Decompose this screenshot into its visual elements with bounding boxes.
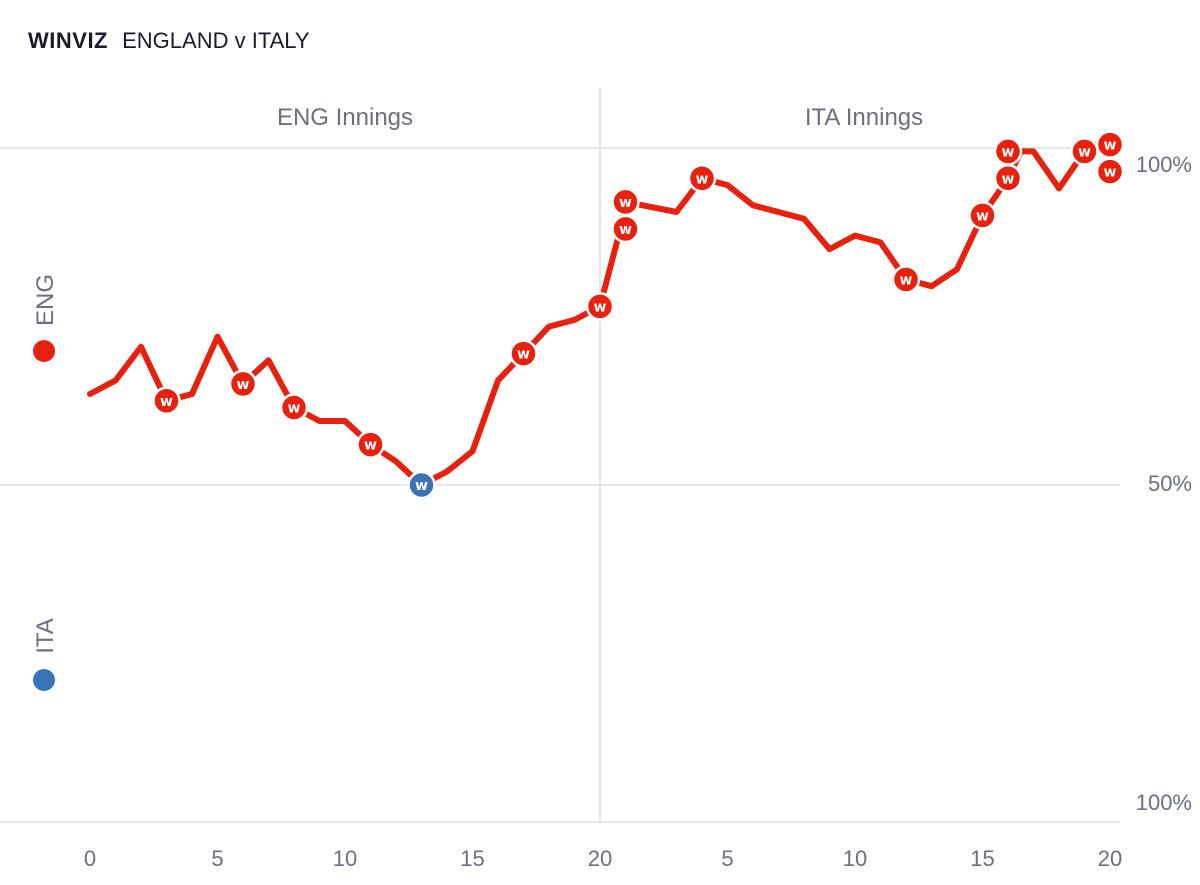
wicket-circle xyxy=(509,339,538,368)
match-title: ENGLAND v ITALY xyxy=(122,28,310,53)
wicket-marker: w xyxy=(687,164,717,193)
y-tick-label: 100% xyxy=(1136,152,1192,177)
wicket-marker: w xyxy=(356,430,385,459)
wicket-marker: w xyxy=(279,393,309,422)
wicket-circle xyxy=(228,369,258,399)
chart-grid xyxy=(0,88,1120,823)
wicket-label: w xyxy=(1002,144,1015,160)
y-tick-label: 100% xyxy=(1136,790,1192,815)
wicket-marker: w xyxy=(968,201,997,230)
wicket-marker: w xyxy=(509,339,538,368)
wicket-label: w xyxy=(976,208,989,224)
chart-header: WINVIZ ENGLAND v ITALY xyxy=(28,28,310,54)
wicket-marker: w xyxy=(228,369,258,399)
wicket-marker: w xyxy=(152,386,181,416)
wicket-circle xyxy=(1095,157,1125,186)
team-dot xyxy=(33,340,55,362)
wicket-label: w xyxy=(517,347,530,363)
wicket-marker: w xyxy=(1095,130,1125,159)
wicket-marker: w xyxy=(407,470,436,500)
wicket-marker: w xyxy=(1070,137,1099,166)
wicket-marker: w xyxy=(611,187,640,217)
wicket-circle xyxy=(152,386,181,416)
wicket-label: w xyxy=(1104,165,1117,181)
wicket-circle xyxy=(585,292,615,321)
wicket-marker: w xyxy=(585,292,615,321)
x-tick-label: 15 xyxy=(970,846,994,871)
x-tick-label: 20 xyxy=(588,846,612,871)
wicket-label: w xyxy=(619,195,632,211)
wicket-label: w xyxy=(415,478,428,494)
wicket-marker: w xyxy=(891,265,921,294)
wicket-circle xyxy=(687,164,717,193)
chart-labels: 100% 50% 100% ENG Innings ITA Innings 0 5 10 15 2… xyxy=(84,104,1192,871)
wicket-label: w xyxy=(619,222,632,238)
innings-label: ENG Innings xyxy=(277,104,413,131)
y-tick-label: 50% xyxy=(1148,471,1192,496)
wicket-label: w xyxy=(288,401,301,417)
wicket-marker: w xyxy=(993,164,1023,193)
brand-logo-text: WINVIZ xyxy=(28,28,108,53)
team-legend: ENG ITA xyxy=(32,274,59,691)
wicket-circle xyxy=(611,187,640,217)
x-tick-label: 20 xyxy=(1098,846,1122,871)
wicket-marker: w xyxy=(611,214,640,244)
wicket-label: w xyxy=(900,272,913,288)
wicket-marker: w xyxy=(1095,157,1125,186)
x-tick-label: 10 xyxy=(843,846,867,871)
wicket-label: w xyxy=(594,299,607,315)
wicket-marker: w xyxy=(993,137,1023,166)
wicket-circle xyxy=(993,137,1023,166)
x-tick-label: 15 xyxy=(460,846,484,871)
wicket-circle xyxy=(279,393,309,422)
wicket-label: w xyxy=(237,377,250,393)
wicket-label: w xyxy=(160,394,173,410)
x-tick-label: 5 xyxy=(211,846,223,871)
x-tick-label: 10 xyxy=(333,846,357,871)
team-label: ENG xyxy=(32,274,59,326)
wicket-label: w xyxy=(1002,171,1015,187)
wicket-label: w xyxy=(1104,138,1117,154)
wicket-circle xyxy=(407,470,436,500)
x-tick-label: 5 xyxy=(721,846,733,871)
wicket-label: w xyxy=(696,171,709,187)
innings-label: ITA Innings xyxy=(805,104,923,131)
wicket-circle xyxy=(356,430,385,459)
x-tick-label: 0 xyxy=(84,846,96,871)
wicket-circle xyxy=(968,201,997,230)
wicket-label: w xyxy=(364,438,377,454)
wicket-label: w xyxy=(1078,144,1091,160)
team-dot xyxy=(33,669,55,691)
team-label: ITA xyxy=(32,618,59,654)
wicket-circle xyxy=(891,265,921,294)
